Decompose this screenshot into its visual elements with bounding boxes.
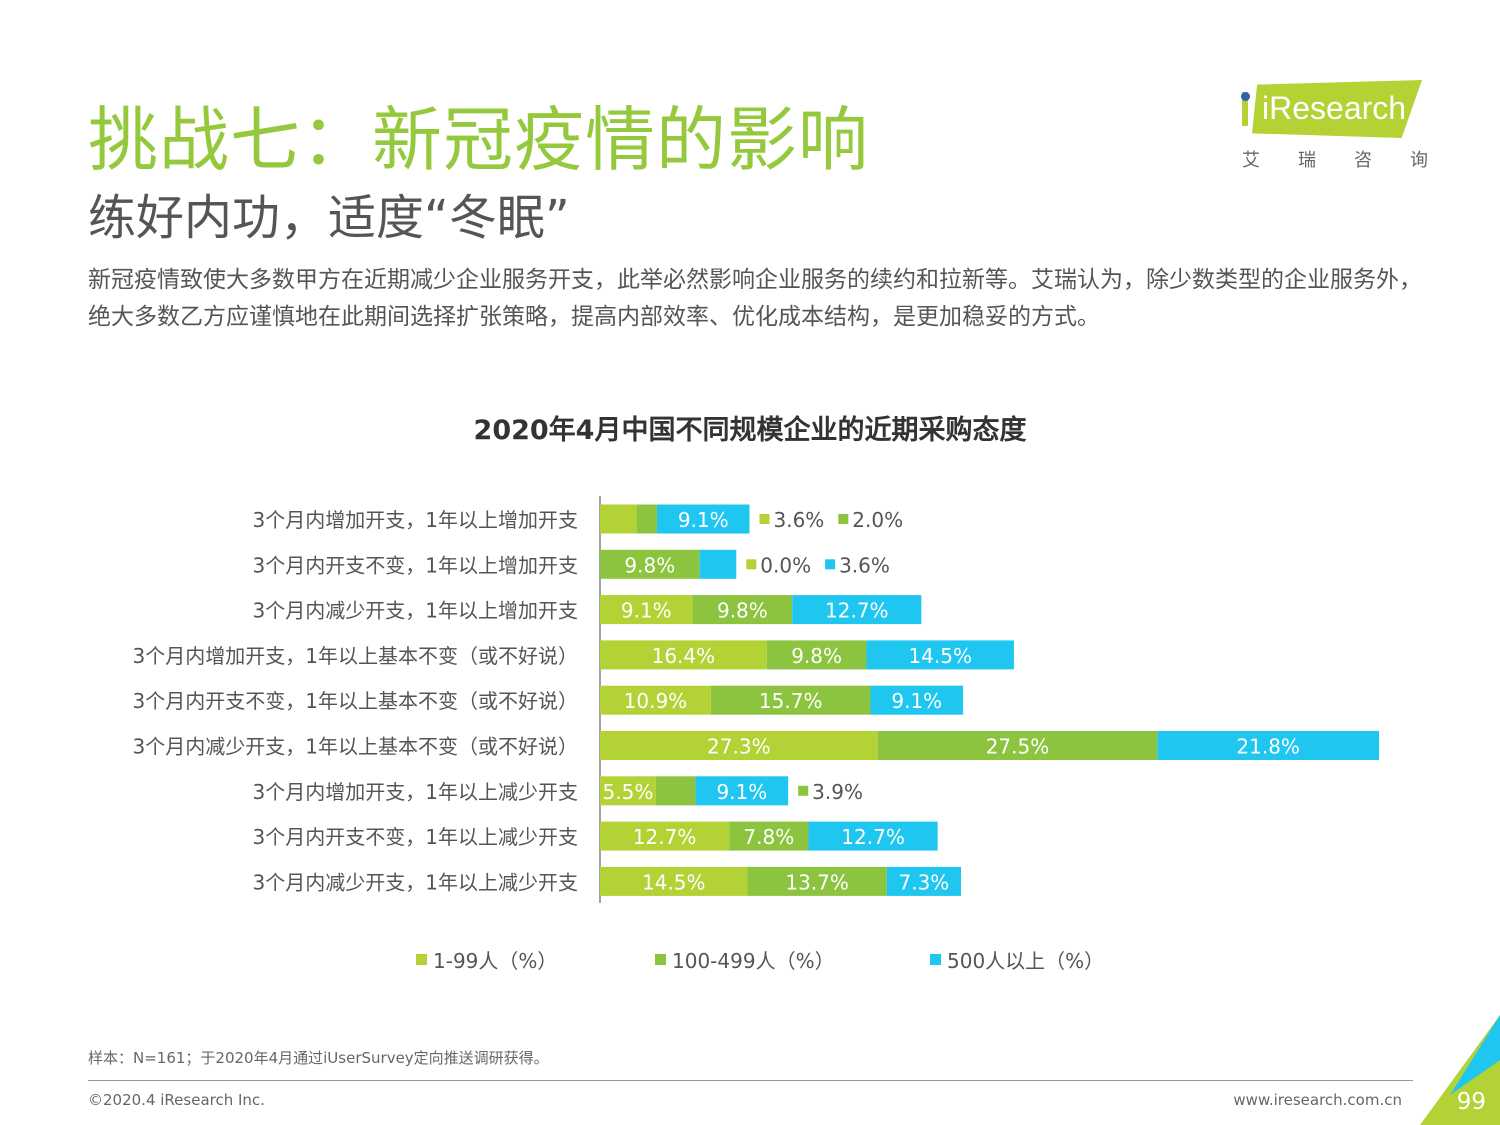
bar-segment [600, 504, 637, 534]
corner-decoration [1420, 1015, 1500, 1125]
bar-segment [710, 685, 871, 715]
footer-divider [88, 1080, 1413, 1081]
data-label: 9.1% [891, 689, 942, 713]
data-label: 21.8% [1236, 735, 1300, 759]
data-label: 3.6% [839, 553, 890, 577]
data-label: 7.3% [899, 870, 950, 894]
bar-segment [692, 595, 793, 625]
data-label: 12.7% [633, 825, 697, 849]
bar-segment [866, 640, 1014, 670]
bar-segment [695, 776, 789, 806]
bar-segment [600, 866, 748, 896]
data-label: 27.3% [707, 735, 771, 759]
bar-segment [655, 776, 696, 806]
data-label: 27.5% [986, 735, 1050, 759]
data-label: 9.8% [624, 553, 675, 577]
page-subtitle: 练好内功，适度“冬眠” [88, 190, 570, 246]
sample-note: 样本：N=161；于2020年4月通过iUserSurvey定向推送调研获得。 [88, 1049, 549, 1067]
data-label: 12.7% [825, 599, 889, 623]
bar-segment [1157, 731, 1380, 760]
bar-segment [870, 685, 964, 715]
legend-label: 100-499人（%） [672, 949, 835, 973]
category-label: 3个月内减少开支，1年以上增加开支 [253, 599, 578, 623]
bar-segment [600, 549, 700, 579]
data-label: 12.7% [841, 825, 905, 849]
bar-segment [600, 731, 878, 760]
data-label-swatch [825, 559, 836, 570]
data-label: 16.4% [652, 644, 716, 668]
data-label-swatch [746, 559, 757, 570]
logo-cn-char: 询 [1410, 150, 1428, 171]
data-label-swatch [759, 514, 770, 524]
bar-segment [886, 866, 962, 896]
legend-item: 500人以上（%） [930, 945, 1104, 974]
bar-segment [600, 821, 730, 851]
page-number: 99 [1456, 1089, 1486, 1115]
bar-segment [877, 731, 1158, 760]
category-label: 3个月内减少开支，1年以上基本不变（或不好说） [133, 735, 578, 759]
bar-segment [600, 776, 656, 806]
legend-item: 100-499人（%） [655, 945, 835, 974]
data-label: 9.1% [678, 508, 729, 532]
iresearch-logo: iResearch 艾 瑞 咨 询 [1240, 80, 1430, 171]
legend-label: 500人以上（%） [947, 949, 1105, 973]
bar-segment [729, 821, 809, 851]
data-label: 3.9% [812, 780, 863, 804]
data-label-swatch [838, 514, 849, 524]
website-url: www.iresearch.com.cn [1233, 1091, 1402, 1109]
category-label: 3个月内增加开支，1年以上减少开支 [253, 780, 578, 804]
data-label: 7.8% [743, 825, 794, 849]
category-label: 3个月内减少开支，1年以上减少开支 [253, 870, 578, 894]
data-label: 0.0% [760, 553, 811, 577]
legend-item: 1-99人（%） [416, 945, 557, 974]
data-label: 14.5% [642, 870, 706, 894]
bar-segment [656, 504, 750, 534]
chart-title: 2020年4月中国不同规模企业的近期采购态度 [473, 415, 1027, 446]
bar-segment [747, 866, 887, 896]
category-label: 3个月内开支不变，1年以上减少开支 [253, 825, 578, 849]
category-label: 3个月内增加开支，1年以上基本不变（或不好说） [133, 644, 578, 668]
data-label: 14.5% [908, 644, 972, 668]
data-label: 9.1% [621, 599, 672, 623]
data-label: 2.0% [852, 508, 903, 532]
page-title: 挑战七：新冠疫情的影响 [88, 99, 869, 181]
data-label: 9.8% [791, 644, 842, 668]
description: 新冠疫情致使大多数甲方在近期减少企业服务开支，此举必然影响企业服务的续约和拉新等… [88, 267, 1422, 330]
data-label: 9.1% [716, 780, 767, 804]
data-label: 9.8% [717, 599, 768, 623]
bar-segment [600, 685, 711, 715]
bar-segment [792, 595, 922, 625]
data-label: 13.7% [785, 870, 849, 894]
bar-segment [808, 821, 938, 851]
data-label: 3.6% [773, 508, 824, 532]
logo-text: iResearch [1262, 90, 1407, 126]
data-label-swatch [798, 785, 809, 796]
bar-chart: 3个月内增加开支，1年以上增加开支 3.6% 2.0% 9.1% 3个月内开支不变，1年… [133, 496, 1380, 903]
bar-segment [636, 504, 657, 534]
bar-segment [766, 640, 867, 670]
legend-label: 1-99人（%） [433, 949, 558, 973]
logo-cn-char: 咨 [1354, 150, 1372, 171]
bar-segment [600, 640, 767, 670]
logo-cn-char: 瑞 [1298, 150, 1316, 171]
bar-segment [699, 549, 737, 579]
data-label: 10.9% [624, 689, 688, 713]
data-label: 15.7% [759, 689, 823, 713]
data-label: 5.5% [603, 780, 654, 804]
category-label: 3个月内增加开支，1年以上增加开支 [253, 508, 578, 532]
category-label: 3个月内开支不变，1年以上基本不变（或不好说） [133, 689, 578, 713]
logo-cn-char: 艾 [1242, 150, 1260, 171]
bar-segment [600, 595, 693, 625]
category-label: 3个月内开支不变，1年以上增加开支 [253, 553, 578, 577]
copyright: ©2020.4 iResearch Inc. [88, 1091, 265, 1109]
